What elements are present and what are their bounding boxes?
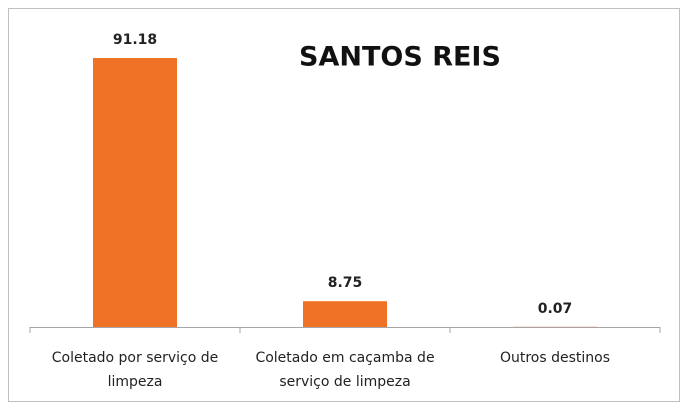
bar: [93, 58, 177, 327]
data-label: 0.07: [538, 301, 573, 317]
x-tick-label: Coletado em caçamba de serviço de limpez…: [255, 350, 435, 390]
bar: [303, 301, 387, 327]
x-tick-label: Outros destinos: [499, 350, 611, 366]
data-label: 91.18: [113, 32, 157, 48]
data-label: 8.75: [328, 275, 363, 291]
x-tick-label: Coletado por serviço de limpeza: [51, 350, 219, 390]
chart-title: SANTOS REIS: [299, 42, 501, 73]
